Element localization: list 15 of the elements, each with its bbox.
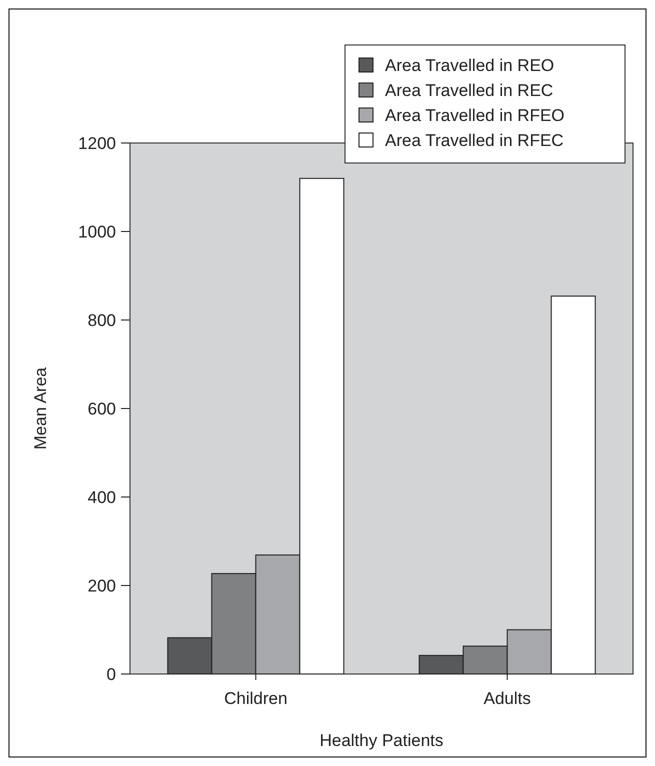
y-tick-label: 400 [88,488,116,507]
y-tick-label: 0 [106,664,116,684]
y-axis-title: Mean Area [31,366,50,450]
y-tick-label: 800 [88,310,116,330]
x-axis-title: Healthy Patients [320,731,444,750]
y-tick-label: 200 [88,576,116,596]
legend-label: Area Travelled in REO [385,56,554,75]
y-tick-label: 600 [88,399,116,418]
y-tick-label: 1200 [78,134,116,153]
legend-label: Area Travelled in RFEC [385,130,564,150]
legend-label: Area Travelled in RFEO [385,106,565,125]
legend-label: Area Travelled in REC [385,80,554,100]
x-tick-label: Children [224,689,288,708]
y-tick-label: 1000 [78,222,116,242]
x-tick-label: Adults [484,689,531,708]
